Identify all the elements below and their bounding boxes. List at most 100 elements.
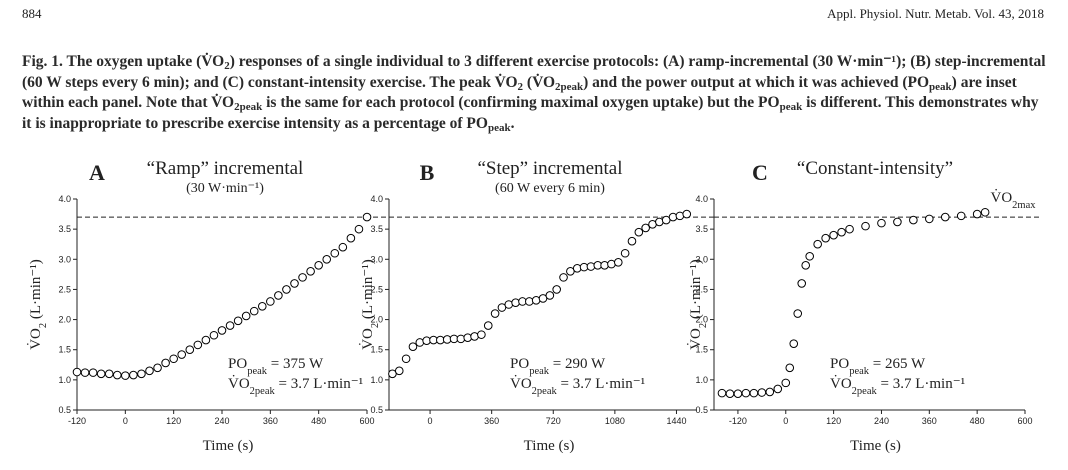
data-point xyxy=(314,261,323,270)
x-tick-label: 600 xyxy=(1017,416,1032,426)
y-tick-label: 4.0 xyxy=(58,194,71,204)
inset-annotation-subscript: peak xyxy=(529,366,550,377)
y-tick-label: 3.5 xyxy=(370,224,383,234)
data-point xyxy=(797,279,807,288)
x-axis-label: Time (s) xyxy=(850,438,901,454)
x-tick-label: 480 xyxy=(970,416,985,426)
inset-annotation-part: PO xyxy=(830,356,849,372)
x-tick-label: 0 xyxy=(428,416,433,426)
panel-letter: B xyxy=(420,160,435,185)
inset-annotation-subscript: peak xyxy=(247,366,268,377)
caption-subscript: 2peak xyxy=(234,101,263,113)
panel-subtitle: (60 W every 6 min) xyxy=(495,181,605,196)
x-tick-label: 1080 xyxy=(605,416,625,426)
reference-label-part: V̇O xyxy=(991,189,1013,206)
data-point xyxy=(620,248,630,258)
data-point xyxy=(980,207,990,217)
inset-annotation-part: V̇O xyxy=(510,375,532,392)
caption-subscript: peak xyxy=(779,101,803,113)
y-tick-label: 3.5 xyxy=(58,224,71,234)
x-tick-label: -120 xyxy=(68,416,86,426)
x-tick-label: 120 xyxy=(826,416,841,426)
data-point xyxy=(201,335,211,345)
y-axis-label-subscript: 2 xyxy=(370,323,381,328)
y-tick-label: 3.5 xyxy=(695,224,708,234)
data-point xyxy=(225,321,235,330)
data-point xyxy=(781,378,791,388)
y-tick-label: 3.0 xyxy=(58,254,71,264)
panel-letter: A xyxy=(89,160,105,185)
caption-text: . xyxy=(510,114,515,132)
inset-annotation: V̇O2peak = 3.7 L·min⁻¹ xyxy=(830,375,965,396)
x-tick-label: 240 xyxy=(874,416,889,426)
data-point xyxy=(586,262,596,271)
y-tick-label: 1.5 xyxy=(58,345,71,355)
data-point xyxy=(717,388,727,398)
data-point xyxy=(821,233,830,243)
panel-title: “Step” incremental xyxy=(477,158,622,179)
y-axis-label-part: V̇O xyxy=(359,328,376,350)
data-point xyxy=(972,209,982,219)
data-point xyxy=(511,298,520,307)
inset-annotation-part: = 3.7 L·min⁻¹ xyxy=(877,376,965,392)
data-point xyxy=(805,251,814,261)
y-axis-label-part: (L·min⁻¹) xyxy=(28,259,44,323)
y-tick-label: 2.0 xyxy=(370,315,383,325)
data-point xyxy=(72,367,82,377)
x-tick-label: 240 xyxy=(214,416,229,426)
caption-subscript: 2peak xyxy=(555,80,584,93)
caption-subscript: peak xyxy=(487,121,511,134)
inset-annotation-part: V̇O xyxy=(830,375,852,392)
inset-annotation-part: PO xyxy=(228,356,247,372)
x-tick-label: 360 xyxy=(922,416,937,426)
x-tick-label: 360 xyxy=(263,416,278,426)
panel-title: “Ramp” incremental xyxy=(147,158,304,179)
data-point xyxy=(298,273,307,282)
data-point xyxy=(249,306,259,316)
data-point xyxy=(266,297,275,306)
y-axis-label-subscript: 2 xyxy=(38,323,49,328)
data-point xyxy=(112,370,122,380)
y-tick-label: 3.0 xyxy=(370,254,383,264)
inset-annotation: V̇O2peak = 3.7 L·min⁻¹ xyxy=(228,375,363,396)
inset-annotation: POpeak = 375 W xyxy=(228,356,324,377)
y-axis-label: V̇O2 (L·min⁻¹) xyxy=(359,259,380,350)
inset-annotation-subscript: peak xyxy=(849,366,870,377)
inset-annotation-subscript: 2peak xyxy=(250,386,276,397)
data-point xyxy=(456,334,466,344)
x-tick-label: 480 xyxy=(311,416,326,426)
data-point xyxy=(80,368,90,377)
data-point xyxy=(525,297,534,306)
y-tick-label: 2.5 xyxy=(695,284,708,294)
data-point xyxy=(545,291,555,300)
y-tick-label: 0.5 xyxy=(370,405,383,415)
y-tick-label: 2.0 xyxy=(58,315,71,325)
data-point xyxy=(789,339,799,348)
inset-annotation-part: = 3.7 L·min⁻¹ xyxy=(557,376,645,392)
data-point xyxy=(749,388,759,398)
reference-label-subscript: 2max xyxy=(1012,200,1036,211)
data-point xyxy=(757,388,767,397)
data-point xyxy=(217,326,227,335)
data-point xyxy=(274,291,283,300)
data-point xyxy=(877,218,886,228)
caption-text: Fig. 1. The oxygen uptake (V̇O xyxy=(22,53,225,70)
inset-annotation-part: = 290 W xyxy=(549,356,606,372)
x-tick-label: 0 xyxy=(123,416,128,426)
caption-subscript: peak xyxy=(929,80,952,93)
data-point xyxy=(145,366,154,376)
data-point xyxy=(169,354,178,364)
data-point xyxy=(330,248,340,258)
data-point xyxy=(129,370,138,380)
data-point xyxy=(773,384,783,394)
y-axis-label-part: V̇O xyxy=(27,328,44,350)
data-point xyxy=(725,389,735,399)
panel-letter: C xyxy=(752,160,768,185)
inset-annotation-subscript: 2peak xyxy=(532,386,558,397)
data-point xyxy=(346,233,356,243)
reference-label: V̇O2max xyxy=(991,189,1037,210)
inset-annotation-part: = 265 W xyxy=(869,356,926,372)
x-tick-label: 120 xyxy=(166,416,181,426)
data-point xyxy=(793,309,803,318)
